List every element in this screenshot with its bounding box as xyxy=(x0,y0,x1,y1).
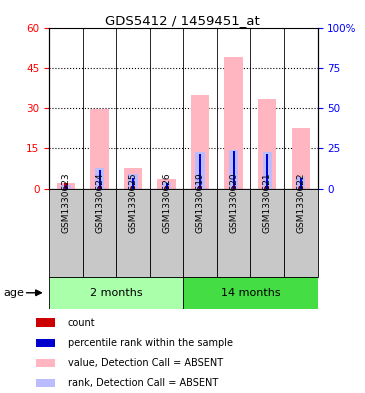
Bar xyxy=(250,189,284,277)
Text: 14 months: 14 months xyxy=(221,288,280,298)
Bar xyxy=(199,154,201,189)
Bar xyxy=(296,176,306,189)
Bar xyxy=(229,150,238,189)
Bar xyxy=(265,186,269,189)
Text: GSM1330625: GSM1330625 xyxy=(128,172,138,233)
Text: GSM1330621: GSM1330621 xyxy=(263,172,272,233)
Text: rank, Detection Call = ABSENT: rank, Detection Call = ABSENT xyxy=(68,378,218,388)
Bar xyxy=(183,277,318,309)
Text: count: count xyxy=(68,318,95,327)
Bar xyxy=(198,186,202,189)
Bar xyxy=(64,183,68,189)
Bar xyxy=(91,109,109,189)
Bar xyxy=(266,154,268,189)
Text: GSM1330620: GSM1330620 xyxy=(229,172,238,233)
Bar xyxy=(131,186,135,189)
Text: age: age xyxy=(4,288,24,298)
Text: GSM1330624: GSM1330624 xyxy=(95,173,104,233)
Bar xyxy=(128,174,138,189)
Text: value, Detection Call = ABSENT: value, Detection Call = ABSENT xyxy=(68,358,223,368)
Bar xyxy=(49,189,83,277)
Bar xyxy=(36,379,55,387)
Bar xyxy=(124,169,142,189)
Bar xyxy=(292,128,310,189)
Text: percentile rank within the sample: percentile rank within the sample xyxy=(68,338,233,348)
Bar xyxy=(116,189,150,277)
Bar xyxy=(191,95,210,189)
Bar xyxy=(284,189,318,277)
Bar xyxy=(65,185,67,189)
Text: GDS5412 / 1459451_at: GDS5412 / 1459451_at xyxy=(105,14,260,27)
Bar xyxy=(157,179,176,189)
Bar xyxy=(299,186,303,189)
Bar xyxy=(233,151,235,189)
Bar xyxy=(99,170,101,189)
Text: GSM1330622: GSM1330622 xyxy=(296,173,305,233)
Bar xyxy=(57,183,75,189)
Bar xyxy=(166,183,168,189)
Bar xyxy=(162,182,171,189)
Bar xyxy=(95,169,104,189)
Bar xyxy=(196,152,205,189)
Bar xyxy=(49,277,183,309)
Bar xyxy=(61,185,71,189)
Bar xyxy=(183,189,217,277)
Bar xyxy=(97,186,101,189)
Bar xyxy=(132,178,134,189)
Bar xyxy=(262,152,272,189)
Bar xyxy=(224,57,243,189)
Bar xyxy=(217,189,250,277)
Text: GSM1330623: GSM1330623 xyxy=(62,172,70,233)
Bar xyxy=(150,189,184,277)
Bar xyxy=(83,189,116,277)
Bar xyxy=(258,99,276,189)
Bar xyxy=(36,359,55,367)
Bar xyxy=(36,339,55,347)
Text: 2 months: 2 months xyxy=(90,288,143,298)
Bar xyxy=(36,318,55,327)
Text: GSM1330619: GSM1330619 xyxy=(196,172,205,233)
Text: GSM1330626: GSM1330626 xyxy=(162,172,171,233)
Bar xyxy=(232,186,236,189)
Bar xyxy=(165,186,169,189)
Bar xyxy=(300,178,302,189)
